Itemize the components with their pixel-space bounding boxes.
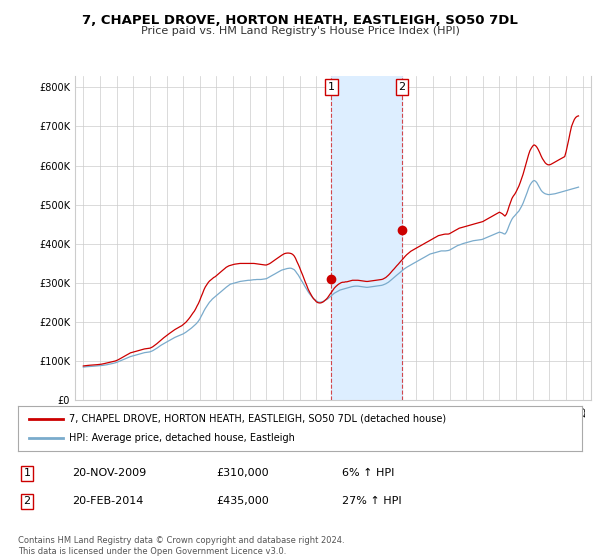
Text: 6% ↑ HPI: 6% ↑ HPI (342, 468, 394, 478)
Text: 2: 2 (23, 496, 31, 506)
Text: 20-FEB-2014: 20-FEB-2014 (72, 496, 143, 506)
Text: 1: 1 (328, 82, 335, 92)
Text: HPI: Average price, detached house, Eastleigh: HPI: Average price, detached house, East… (69, 433, 295, 444)
Bar (331, 76, 402, 400)
Text: 7, CHAPEL DROVE, HORTON HEATH, EASTLEIGH, SO50 7DL: 7, CHAPEL DROVE, HORTON HEATH, EASTLEIGH… (82, 14, 518, 27)
Text: £435,000: £435,000 (216, 496, 269, 506)
Text: £310,000: £310,000 (216, 468, 269, 478)
Text: 2: 2 (398, 82, 406, 92)
Text: 1: 1 (23, 468, 31, 478)
Text: 20-NOV-2009: 20-NOV-2009 (72, 468, 146, 478)
Text: Price paid vs. HM Land Registry's House Price Index (HPI): Price paid vs. HM Land Registry's House … (140, 26, 460, 36)
Text: 27% ↑ HPI: 27% ↑ HPI (342, 496, 401, 506)
Text: 7, CHAPEL DROVE, HORTON HEATH, EASTLEIGH, SO50 7DL (detached house): 7, CHAPEL DROVE, HORTON HEATH, EASTLEIGH… (69, 413, 446, 423)
Text: Contains HM Land Registry data © Crown copyright and database right 2024.
This d: Contains HM Land Registry data © Crown c… (18, 536, 344, 556)
